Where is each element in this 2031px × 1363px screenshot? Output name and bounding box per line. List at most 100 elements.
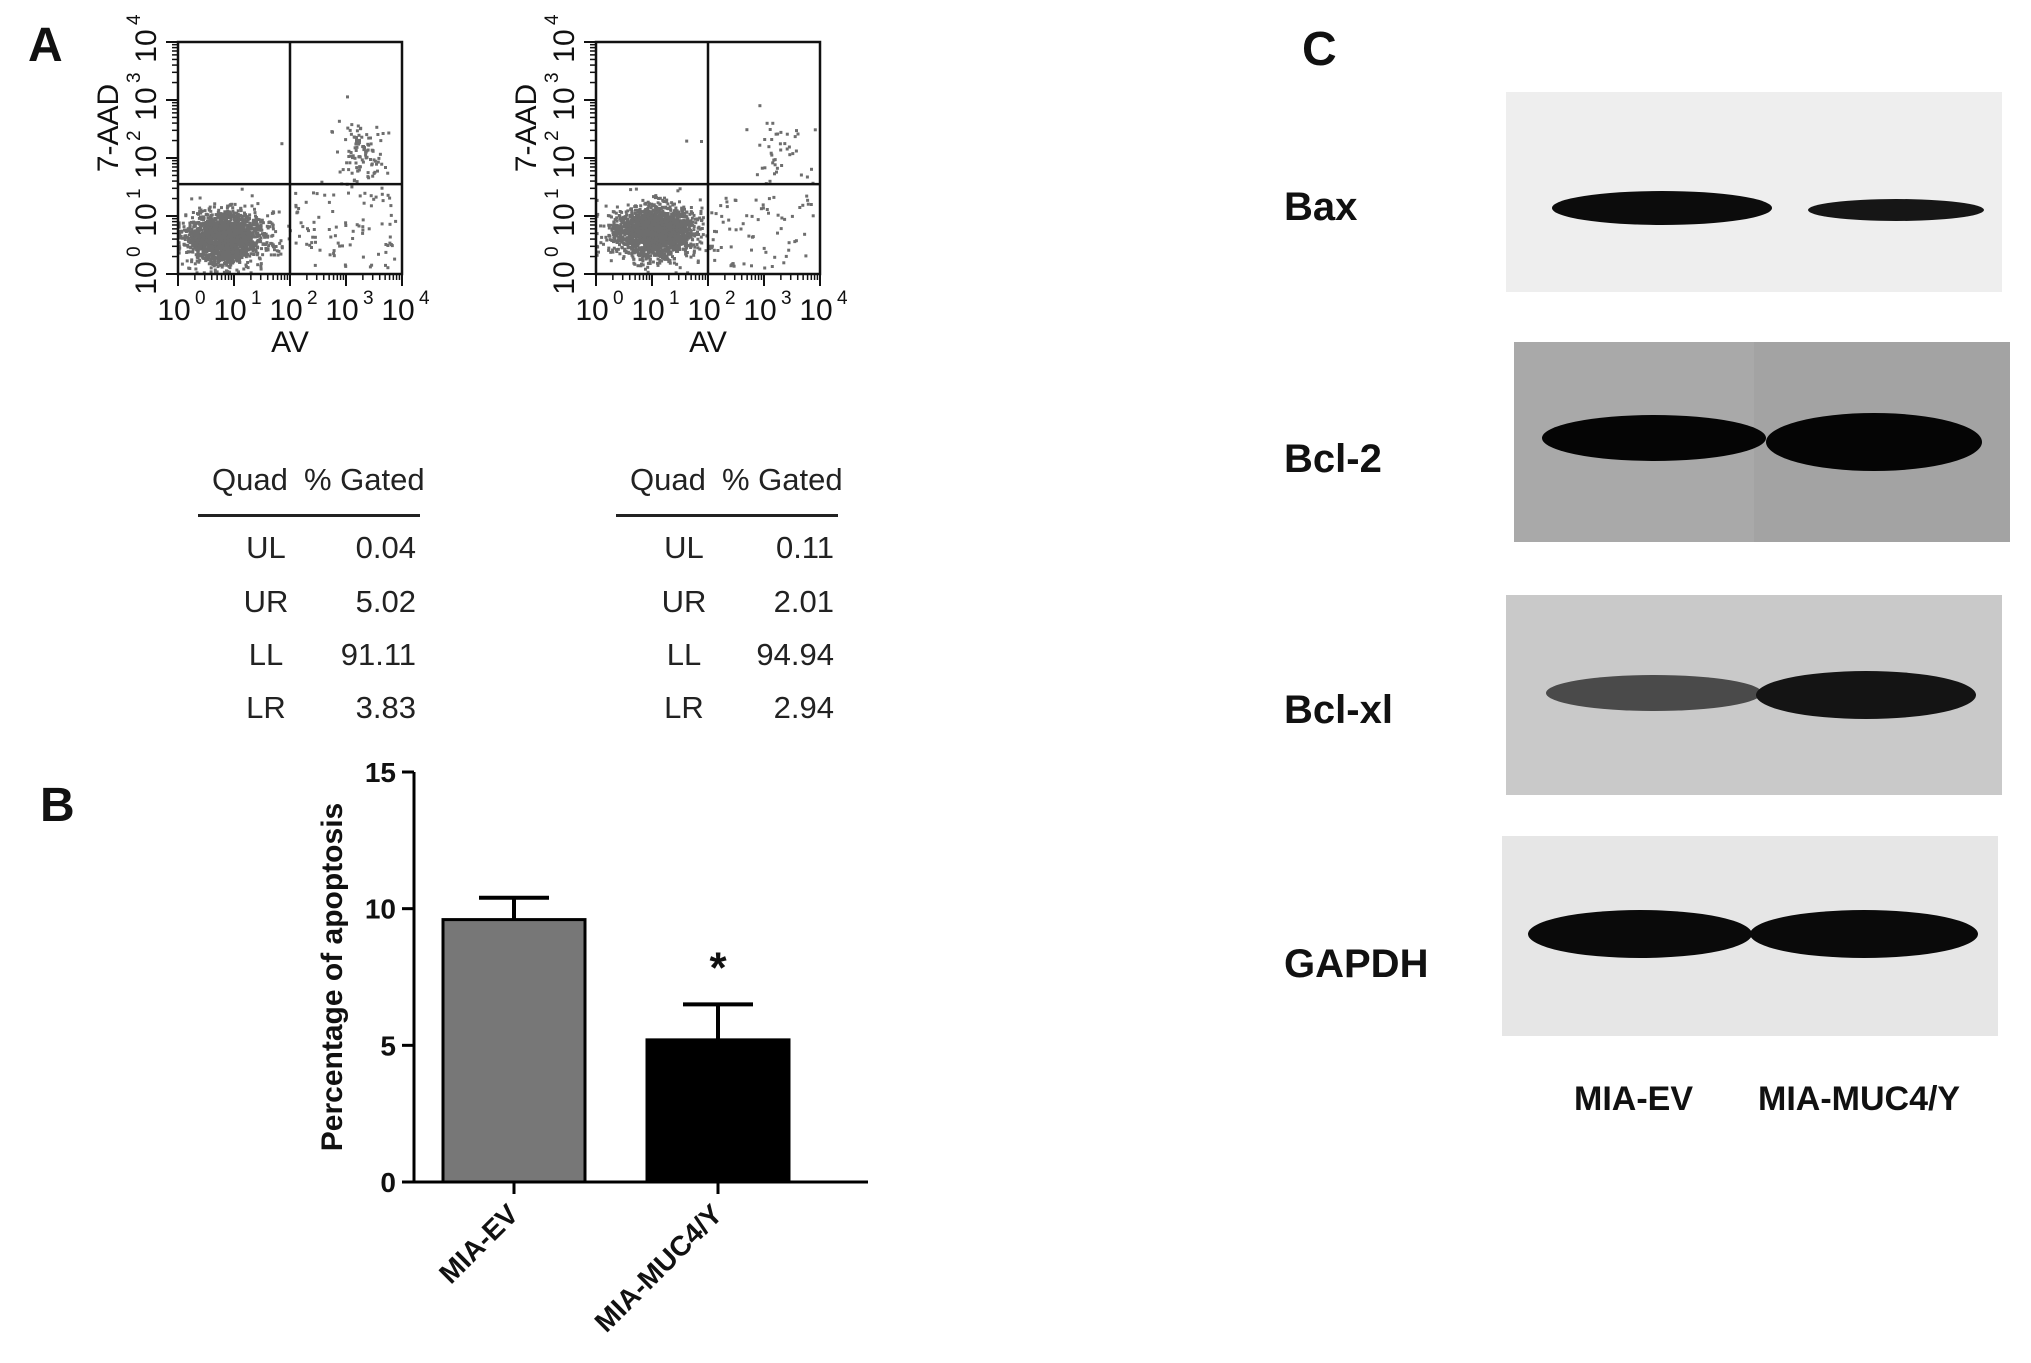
quad-value: 0.11 xyxy=(775,530,834,565)
scatter-point xyxy=(261,242,265,246)
scatter-point xyxy=(362,148,366,152)
scatter-point xyxy=(655,247,658,251)
scatter-point xyxy=(672,228,676,232)
scatter-point xyxy=(708,247,712,251)
scatter-point xyxy=(648,217,652,221)
scatter-point xyxy=(809,203,813,206)
scatter-point xyxy=(271,225,275,229)
scatter-point xyxy=(207,255,210,259)
x-tick-label: 10 xyxy=(799,294,832,327)
scatter-point xyxy=(660,256,664,260)
scatter-point xyxy=(256,202,260,206)
scatter-point xyxy=(229,245,233,249)
scatter-point xyxy=(661,230,665,234)
scatter-point xyxy=(708,244,712,248)
scatter-point xyxy=(221,223,225,227)
scatter-point xyxy=(230,239,233,242)
scatter-point xyxy=(221,232,225,236)
scatter-point xyxy=(650,232,654,236)
y-axis-title: 7-AAD xyxy=(510,84,543,172)
scatter-point xyxy=(675,245,679,249)
scatter-point xyxy=(661,232,665,236)
scatter-point xyxy=(686,221,690,225)
scatter-point xyxy=(361,218,365,222)
scatter-point xyxy=(669,227,673,231)
scatter-point xyxy=(249,259,253,263)
scatter-point xyxy=(629,221,632,225)
scatter-point xyxy=(660,214,664,218)
quad-value: 94.94 xyxy=(756,637,834,672)
x-tick-label: 10 xyxy=(743,294,776,327)
y-tick-label-group: 100 xyxy=(542,246,581,294)
scatter-point xyxy=(224,233,228,237)
quad-name: UL xyxy=(246,530,286,565)
scatter-point xyxy=(684,226,688,230)
scatter-point xyxy=(355,138,358,142)
scatter-point xyxy=(700,140,703,143)
scatter-point xyxy=(651,237,655,241)
scatter-point xyxy=(754,198,758,202)
scatter-point xyxy=(768,128,772,131)
quad-name: LR xyxy=(246,690,286,725)
scatter-point xyxy=(259,220,263,224)
scatter-point xyxy=(677,240,681,244)
x-tick-label: 10 xyxy=(213,294,246,327)
scatter-point xyxy=(773,172,776,176)
scatter-point xyxy=(645,248,649,252)
scatter-point xyxy=(254,250,258,253)
scatter-point xyxy=(393,257,397,261)
scatter-point xyxy=(219,235,223,238)
scatter-point xyxy=(255,217,259,221)
scatter-point xyxy=(630,212,634,216)
scatter-point xyxy=(217,208,221,212)
scatter-point xyxy=(243,211,246,215)
scatter-point xyxy=(190,260,194,264)
scatter-point xyxy=(636,224,640,227)
scatter-point xyxy=(633,216,637,220)
scatter-point xyxy=(184,214,188,218)
scatter-point xyxy=(626,220,630,224)
scatter-point xyxy=(725,205,729,209)
scatter-point xyxy=(361,225,365,229)
scatter-point xyxy=(648,230,652,234)
scatter-point xyxy=(369,194,373,198)
scatter-point xyxy=(624,225,628,229)
scatter-point xyxy=(681,221,685,224)
scatter-point xyxy=(207,249,211,252)
scatter-point xyxy=(607,248,611,252)
scatter-point xyxy=(194,253,198,257)
scatter-point xyxy=(377,252,380,256)
scatter-point xyxy=(690,211,693,215)
scatter-point xyxy=(803,232,807,236)
y-tick-label-group: 102 xyxy=(124,130,163,178)
scatter-point xyxy=(773,158,777,162)
scatter-point xyxy=(223,239,227,242)
scatter-point xyxy=(217,212,220,216)
scatter-point xyxy=(678,212,682,216)
scatter-point xyxy=(727,218,731,222)
scatter-point xyxy=(651,209,655,213)
scatter-point xyxy=(620,217,624,221)
scatter-point xyxy=(689,244,693,248)
scatter-point xyxy=(202,231,206,235)
scatter-point xyxy=(632,257,636,261)
scatter-point xyxy=(675,250,678,253)
scatter-point xyxy=(654,210,658,214)
scatter-point xyxy=(211,232,215,236)
scatter-point xyxy=(675,222,679,226)
scatter-point xyxy=(641,247,645,251)
scatter-point xyxy=(252,227,256,231)
scatter-point xyxy=(213,249,217,253)
scatter-point xyxy=(673,234,677,238)
scatter-point xyxy=(615,205,619,209)
scatter-point xyxy=(226,235,230,239)
scatter-point xyxy=(202,215,206,219)
scatter-point xyxy=(236,235,240,239)
scatter-point xyxy=(796,132,800,136)
scatter-point xyxy=(336,241,340,245)
y-tick-label-group: 104 xyxy=(124,14,163,63)
x-tick-exponent: 4 xyxy=(419,288,430,309)
scatter-point xyxy=(191,244,195,248)
scatter-point xyxy=(770,265,774,268)
scatter-point xyxy=(654,245,658,249)
